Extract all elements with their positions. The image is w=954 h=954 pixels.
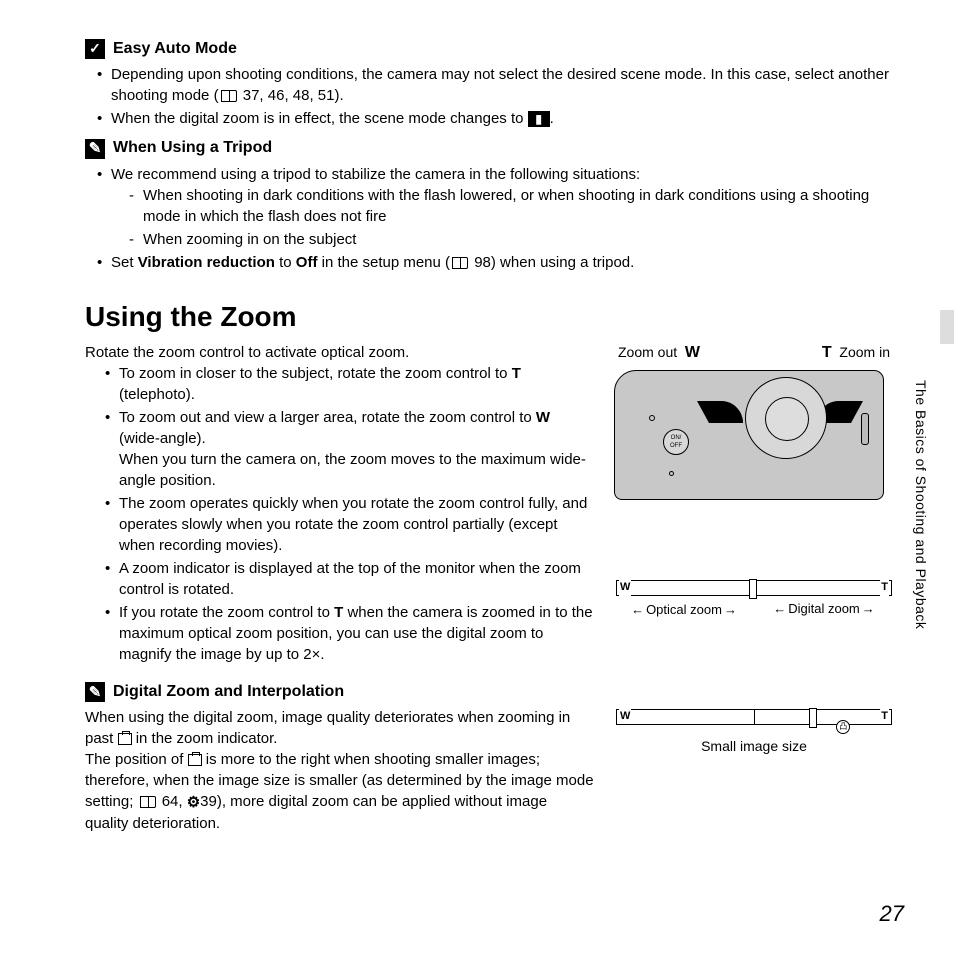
list-item: When shooting in dark conditions with th… [129, 185, 894, 227]
dot-icon [669, 471, 674, 476]
page-number: 27 [880, 899, 904, 930]
threshold-icon [118, 733, 132, 745]
threshold-marker-icon: 凸 [836, 720, 850, 734]
list-item: When the digital zoom is in effect, the … [97, 108, 894, 129]
digital-zoom-label: Digital zoom [754, 600, 894, 619]
digizoom-header: Digital Zoom and Interpolation [85, 681, 594, 703]
small-image-diagram: W T 凸 Small image size [614, 709, 894, 757]
tripod-sub: When shooting in dark conditions with th… [111, 185, 894, 250]
tripod-bullets: We recommend using a tripod to stabilize… [85, 164, 894, 273]
check-icon [85, 39, 105, 59]
list-item: A zoom indicator is displayed at the top… [105, 558, 594, 600]
small-image-label: Small image size [614, 737, 894, 757]
list-item: To zoom in closer to the subject, rotate… [105, 363, 594, 405]
list-item: The zoom operates quickly when you rotat… [105, 493, 594, 556]
zoom-text-col: Rotate the zoom control to activate opti… [85, 342, 594, 667]
zoom-title: Using the Zoom [85, 297, 894, 336]
list-item: If you rotate the zoom control to T when… [105, 602, 594, 665]
side-tab-label: The Basics of Shooting and Playback [910, 380, 930, 629]
book-icon [221, 90, 237, 102]
zoom-intro: Rotate the zoom control to activate opti… [85, 342, 594, 363]
easy-auto-bullets: Depending upon shooting conditions, the … [85, 64, 894, 129]
slot-icon [861, 413, 869, 445]
easy-auto-title: Easy Auto Mode [113, 38, 237, 60]
list-item: Depending upon shooting conditions, the … [97, 64, 894, 106]
zoom-marker-icon [749, 579, 757, 599]
onoff-button-icon: ON/ OFF [663, 429, 689, 455]
pencil-icon [85, 682, 105, 702]
easy-auto-header: Easy Auto Mode [85, 38, 894, 60]
tripod-title: When Using a Tripod [113, 137, 272, 159]
list-item: We recommend using a tripod to stabilize… [97, 164, 894, 250]
zoom-diagram-col: Zoom out W T Zoom in ON/ OFF W T [614, 342, 894, 667]
zoom-dial-icon [745, 377, 827, 459]
zoom-bullets: To zoom in closer to the subject, rotate… [85, 363, 594, 665]
pencil-icon [85, 139, 105, 159]
wrench-icon: ⚙ [187, 792, 200, 813]
list-item: When zooming in on the subject [129, 229, 894, 250]
book-icon [452, 257, 468, 269]
zoom-labels: Zoom out W T Zoom in [614, 342, 894, 364]
list-item: Set Vibration reduction to Off in the se… [97, 252, 894, 273]
tab-mark [940, 310, 954, 344]
threshold-icon [188, 754, 202, 766]
optical-zoom-label: Optical zoom [614, 600, 754, 619]
camera-top-diagram: ON/ OFF [614, 370, 884, 530]
zoom-indicator-diagram: W T Optical zoom Digital zoom [614, 580, 894, 619]
camera-mode-icon [528, 111, 550, 127]
digizoom-p1: When using the digital zoom, image quali… [85, 707, 594, 749]
zoom-marker-icon [809, 708, 817, 728]
digizoom-p2: The position of is more to the right whe… [85, 749, 594, 834]
dot-icon [649, 415, 655, 421]
book-icon [140, 796, 156, 808]
list-item: To zoom out and view a larger area, rota… [105, 407, 594, 491]
arrow-left-icon [697, 401, 743, 423]
tripod-header: When Using a Tripod [85, 137, 894, 159]
digizoom-title: Digital Zoom and Interpolation [113, 681, 344, 703]
